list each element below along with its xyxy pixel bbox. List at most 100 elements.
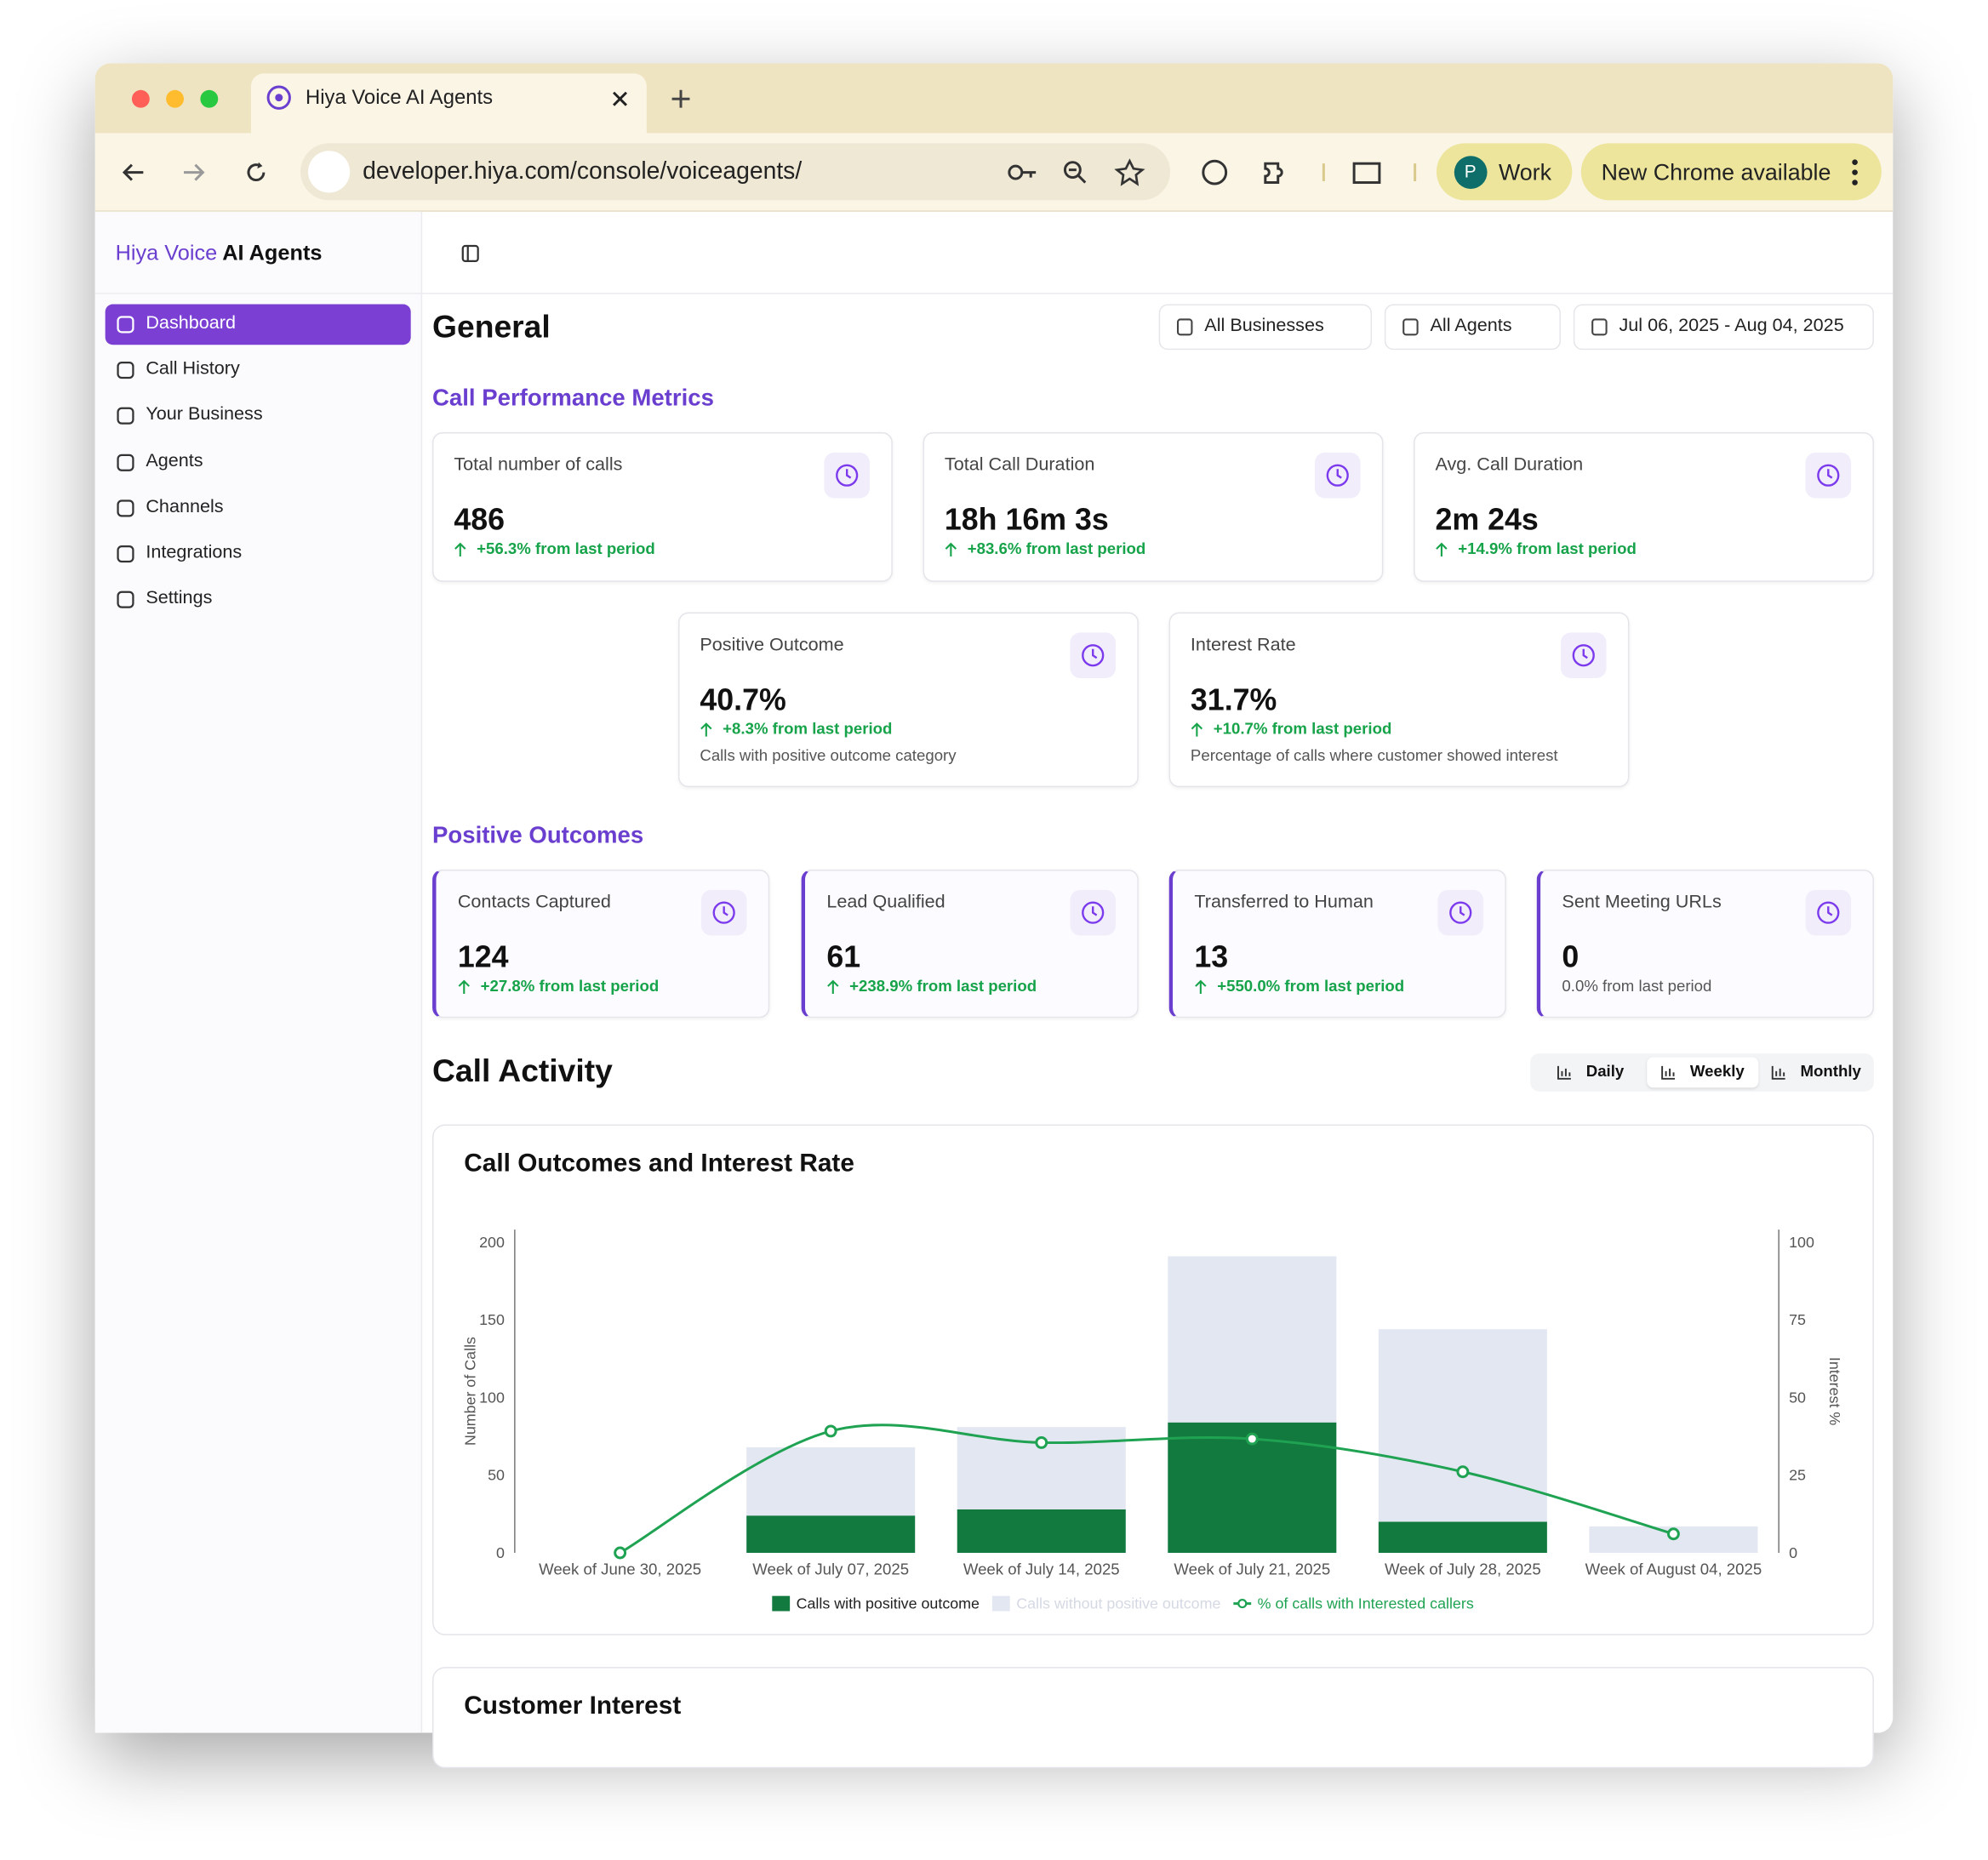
nav-icon [117,454,134,471]
filter-label: All Businesses [1204,315,1324,336]
window-control[interactable] [200,89,219,108]
period-option[interactable]: Monthly [1800,1062,1861,1081]
x-tick-label: Week of June 30, 2025 [539,1560,701,1578]
tab-close [613,91,628,106]
next-card [432,1667,1874,1769]
metric-card [1414,432,1874,582]
x-tick-label: Week of July 14, 2025 [963,1560,1120,1578]
bar-segment [957,1509,1126,1554]
y2-axis-label: Interest % [1826,1357,1843,1426]
window-control[interactable] [166,89,185,108]
metric-card [678,612,1139,788]
legend-swatch [1237,1599,1248,1609]
nav-icon [117,591,134,609]
y2-tick-label: 75 [1789,1311,1806,1328]
bar-segment [1378,1521,1547,1554]
card-icon [836,464,859,487]
card-label: Avg. Call Duration [1435,454,1584,476]
line-point [1245,1432,1259,1446]
nav-item[interactable]: Integrations [146,542,243,563]
page-title: General [432,308,551,345]
window-control[interactable] [131,89,150,108]
card-change: 0.0% from last period [1562,978,1712,996]
update-pill[interactable] [1580,143,1882,201]
filter[interactable] [1158,304,1372,351]
nav-item[interactable]: Call History [146,358,240,379]
legend-label: % of calls with Interested callers [1258,1595,1474,1612]
filter[interactable] [1573,304,1874,351]
nav-item[interactable]: Dashboard [146,312,237,334]
y-tick-label: 150 [479,1311,505,1328]
line-point [1456,1465,1470,1479]
back [122,163,144,181]
site-info[interactable] [308,151,351,193]
period-option[interactable]: Weekly [1689,1062,1745,1081]
card-value: 31.7% [1190,683,1277,718]
card-icon [1572,644,1595,667]
card-label: Sent Meeting URLs [1562,892,1722,913]
y2-tick-label: 25 [1789,1467,1806,1484]
card-icon [1817,901,1840,924]
line-point [1666,1527,1680,1541]
legend-swatch [991,1595,1010,1612]
card-icon [1082,644,1105,667]
card-change: +8.3% from last period [723,720,893,739]
card-change: +27.8% from last period [480,978,660,996]
address-icons [1008,158,1145,186]
bar-segment [1378,1329,1547,1522]
nav-item[interactable]: Agents [146,450,203,471]
trend-icon [827,979,839,995]
card-label: Positive Outcome [700,635,844,656]
sidebar [94,211,423,1733]
card-label: Interest Rate [1190,635,1296,656]
card-label: Transferred to Human [1194,892,1374,913]
nav-icon [117,499,134,517]
metric-card [432,432,893,582]
x-tick-label: Week of July 21, 2025 [1174,1560,1330,1578]
trend-icon [1191,722,1203,737]
brand-accent: Hiya Voice [115,241,218,266]
sidebar-divider [94,293,1894,294]
nav-active [105,304,411,345]
chart-title: Call Outcomes and Interest Rate [464,1149,854,1178]
period-option[interactable]: Daily [1585,1062,1625,1081]
trend-icon [1195,979,1207,995]
profile-name: Work [1498,159,1552,185]
tab[interactable] [250,73,647,134]
card-icon [1449,901,1472,924]
x-tick-label: Week of August 04, 2025 [1585,1560,1762,1578]
card-change: +238.9% from last period [849,978,1037,996]
new-tab [671,89,690,108]
nav-item[interactable]: Settings [146,588,213,609]
card-icon [1082,901,1105,924]
y2-tick-label: 0 [1789,1544,1797,1561]
profile-initial: P [1464,161,1477,182]
nav-icon [117,316,134,334]
nav-item[interactable]: Channels [146,496,224,517]
card-change: +550.0% from last period [1217,978,1405,996]
section-title: Call Performance Metrics [432,383,714,410]
line [619,1424,1674,1555]
filter-label: Jul 06, 2025 - Aug 04, 2025 [1619,315,1844,336]
forward [184,163,205,181]
y2-tick-label: 50 [1789,1389,1806,1406]
card-value: 0 [1562,940,1580,975]
tab-favicon [266,85,291,110]
card-icon [1817,464,1840,487]
y2-tick-label: 100 [1789,1234,1814,1251]
filter[interactable] [1384,304,1561,351]
card-change: +14.9% from last period [1458,540,1637,558]
menu [1852,159,1858,185]
y-axis-label: Number of Calls [462,1337,479,1446]
bar-segment [746,1515,916,1554]
card-change: +56.3% from last period [477,540,655,558]
card-value: 486 [454,503,506,538]
card-value: 40.7% [700,683,786,718]
card-label: Total number of calls [454,454,623,476]
card-change: +10.7% from last period [1213,720,1392,739]
trend-icon [945,542,957,557]
nav-item[interactable]: Your Business [146,404,263,425]
period-icon [1661,1065,1676,1080]
